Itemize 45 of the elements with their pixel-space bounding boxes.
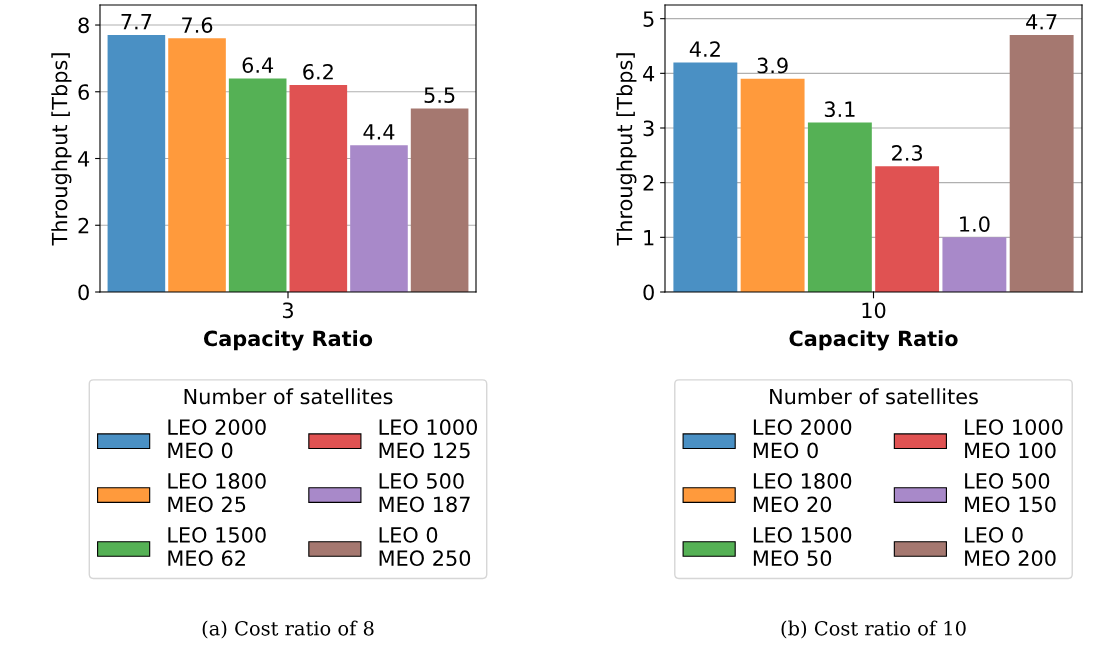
data-label: 6.2: [303, 63, 333, 80]
y-tick-label: 0: [78, 284, 89, 301]
legend-label: LEO 500 MEO 187: [379, 473, 470, 513]
legend-label: LEO 500 MEO 150: [965, 473, 1056, 513]
data-label: 2.3: [892, 145, 923, 161]
data-label: 7.7: [121, 14, 152, 30]
data-label: 4.2: [689, 41, 720, 57]
y-tick-label: 4: [643, 66, 655, 82]
legend-title: Number of satellites: [184, 388, 393, 405]
text: (a) Cost ratio of 8: [202, 620, 374, 639]
legend-label: LEO 0 MEO 200: [965, 527, 1056, 567]
legend-label: LEO 1500 MEO 62: [168, 527, 266, 567]
y-axis-title: Throughput [Tbps]: [616, 53, 637, 246]
y-tick-label: 4: [78, 151, 90, 167]
data-label: 4.7: [1026, 14, 1057, 30]
text: 10: [862, 302, 886, 319]
y-tick-label: 6: [78, 84, 89, 100]
data-label: 6.4: [242, 57, 274, 73]
legend-label: LEO 1800 MEO 20: [753, 473, 852, 513]
legend-title: Number of satellites: [770, 388, 978, 405]
text: (b) Cost ratio of 10: [781, 620, 966, 639]
y-tick-label: 1: [644, 230, 654, 246]
y-tick-label: 2: [643, 175, 654, 191]
data-label: 1.0: [960, 216, 990, 232]
y-tick-label: 2: [78, 217, 89, 234]
legend-label: LEO 0 MEO 250: [379, 527, 471, 567]
x-axis-title: Capacity Ratio: [789, 330, 958, 351]
legend-label: LEO 1000 MEO 100: [965, 419, 1063, 459]
x-axis-title: Capacity Ratio: [203, 330, 373, 351]
y-tick-label: 5: [643, 11, 654, 27]
data-label: 4.4: [363, 124, 395, 140]
y-tick-label: 8: [78, 17, 89, 34]
data-label: 5.5: [424, 87, 455, 104]
y-tick-label: 3: [643, 120, 654, 137]
legend-label: LEO 1000 MEO 125: [379, 419, 478, 459]
data-label: 7.6: [182, 17, 213, 33]
text: 3: [282, 302, 293, 319]
legend-label: LEO 1800 MEO 25: [168, 473, 266, 513]
legend-label: LEO 2000 MEO 0: [168, 419, 266, 459]
y-tick-label: 0: [643, 284, 654, 301]
data-label: 3.9: [757, 57, 788, 74]
y-axis-title: Throughput [Tbps]: [51, 53, 72, 246]
legend-label: LEO 1500 MEO 50: [753, 527, 852, 567]
legend-label: LEO 2000 MEO 0: [753, 419, 852, 459]
data-label: 3.1: [824, 101, 855, 118]
